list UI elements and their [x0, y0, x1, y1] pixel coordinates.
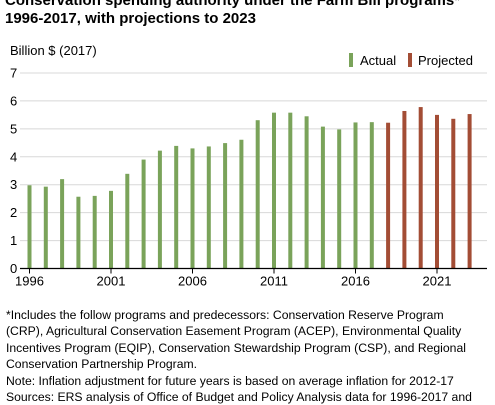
chart-title-line-2: 1996-2017, with projections to 2023	[5, 10, 256, 27]
footnote-line: *Includes the follow programs and predec…	[6, 308, 444, 322]
y-axis-label: Billion $ (2017)	[10, 43, 97, 58]
y-tick-label: 3	[10, 177, 17, 192]
bar-actual-2005	[174, 145, 179, 269]
footnote-line: Incentives Program (EQIP), Conservation …	[6, 340, 466, 355]
footnote-line: (CRP), Agricultural Conservation Easemen…	[6, 324, 462, 339]
bar-actual-2014	[320, 126, 325, 269]
legend-swatch-projected	[408, 53, 412, 67]
bar-actual-2001	[109, 190, 113, 269]
bar-actual-2013	[304, 116, 309, 269]
bar-actual-2011	[272, 112, 276, 269]
bar-actual-2017	[369, 122, 374, 269]
bar-actual-2002	[125, 173, 130, 269]
bar-chart: 0 1 2 3 4 5 6 7 1996 2001 2006 2011 2016 2021 Billio…	[10, 43, 487, 289]
bar-actual-2008	[223, 143, 228, 269]
bar-actual-2009	[239, 139, 244, 269]
y-tick-label: 6	[10, 93, 17, 108]
legend-swatch-actual	[349, 53, 353, 67]
y-tick-label: 5	[10, 121, 17, 136]
legend-label-actual: Actual	[360, 53, 396, 68]
x-tick-label: 2021	[423, 274, 452, 289]
x-axis-ticks: 1996 2001 2006 2011 2016 2021	[15, 268, 452, 289]
y-tick-label: 2	[10, 205, 17, 220]
bar-actual-1999	[76, 196, 81, 269]
footnote-line: Sources: ERS analysis of Office of Budge…	[6, 390, 472, 405]
chart-title: Conservation spending authority under th…	[5, 0, 495, 28]
bar-actual-2015	[337, 129, 342, 269]
y-axis-ticks: 0 1 2 3 4 5 6 7	[10, 66, 17, 277]
footnote-line: Conservation Partnership Program.	[6, 357, 198, 372]
y-tick-label: 1	[10, 233, 17, 248]
legend-label-projected: Projected	[418, 53, 473, 68]
x-tick-label: 2011	[260, 274, 288, 289]
gridlines	[20, 72, 487, 242]
bar-actual-2007	[206, 146, 211, 269]
y-tick-label: 4	[10, 149, 17, 164]
bar-actual-1998	[60, 179, 65, 269]
x-tick-label: 2016	[341, 274, 370, 289]
bar-actual-2000	[92, 195, 97, 269]
bar-actual-2004	[157, 150, 162, 269]
bar-actual-2012	[288, 112, 293, 269]
x-tick-label: 2006	[178, 274, 207, 289]
bars	[27, 107, 472, 269]
bar-actual-2010	[255, 120, 260, 269]
bar-actual-2003	[141, 159, 146, 269]
bar-projected-2021	[435, 114, 439, 269]
bar-actual-2006	[190, 148, 195, 269]
footnote: *Includes the follow programs and predec…	[6, 307, 495, 405]
x-tick-label: 1996	[15, 274, 44, 289]
chart-title-line-1: Conservation spending authority under th…	[5, 0, 461, 9]
bar-projected-2022	[451, 118, 456, 269]
bar-projected-2020	[418, 107, 423, 269]
x-tick-label: 2001	[97, 274, 126, 289]
bar-projected-2019	[402, 110, 407, 269]
y-tick-label: 0	[10, 261, 17, 276]
footnote-line: Note: Inflation adjustment for future ye…	[6, 373, 454, 388]
y-tick-label: 7	[10, 66, 17, 81]
bar-projected-2018	[386, 122, 391, 269]
bar-actual-2016	[353, 122, 358, 269]
legend: Actual Projected	[349, 53, 473, 68]
bar-actual-1997	[43, 186, 48, 269]
bar-actual-1996	[27, 185, 32, 269]
bar-projected-2023	[467, 114, 472, 269]
